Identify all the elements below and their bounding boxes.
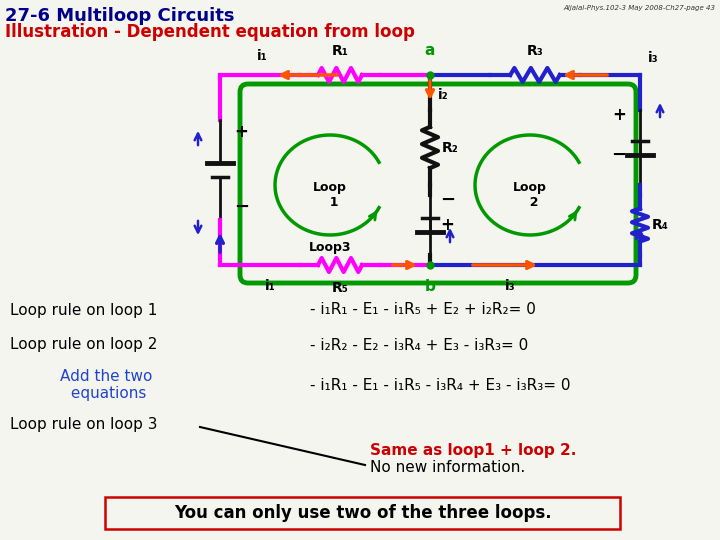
Text: Loop3: Loop3 — [309, 241, 351, 254]
Text: R₃: R₃ — [526, 44, 544, 58]
Text: Loop
  1: Loop 1 — [313, 181, 347, 209]
Text: No new information.: No new information. — [370, 460, 526, 475]
Text: R₁: R₁ — [332, 44, 348, 58]
Text: - i₂R₂ - E₂ - i₃R₄ + E₃ - i₃R₃= 0: - i₂R₂ - E₂ - i₃R₄ + E₃ - i₃R₃= 0 — [310, 338, 528, 353]
Text: +: + — [234, 123, 248, 141]
Text: i₂: i₂ — [438, 88, 449, 102]
Text: - i₁R₁ - E₁ - i₁R₅ - i₃R₄ + E₃ - i₃R₃= 0: - i₁R₁ - E₁ - i₁R₅ - i₃R₄ + E₃ - i₃R₃= 0 — [310, 377, 570, 393]
Text: −: − — [440, 191, 455, 209]
Text: Same as loop1 + loop 2.: Same as loop1 + loop 2. — [370, 442, 577, 457]
Text: Loop rule on loop 2: Loop rule on loop 2 — [10, 338, 158, 353]
Text: b: b — [425, 279, 436, 294]
Text: R₄: R₄ — [652, 218, 669, 232]
FancyBboxPatch shape — [105, 497, 620, 529]
Text: Loop rule on loop 3: Loop rule on loop 3 — [10, 417, 158, 433]
Text: R₅: R₅ — [332, 281, 348, 295]
Text: Aljalal-Phys.102-3 May 2008-Ch27-page 43: Aljalal-Phys.102-3 May 2008-Ch27-page 43 — [563, 5, 715, 11]
Text: −: − — [611, 146, 626, 164]
Text: i₁: i₁ — [265, 279, 275, 293]
Text: a: a — [425, 43, 435, 58]
Text: R₂: R₂ — [442, 141, 459, 155]
Text: - i₁R₁ - E₁ - i₁R₅ + E₂ + i₂R₂= 0: - i₁R₁ - E₁ - i₁R₅ + E₂ + i₂R₂= 0 — [310, 302, 536, 318]
Text: You can only use two of the three loops.: You can only use two of the three loops. — [174, 504, 552, 522]
Text: Loop
  2: Loop 2 — [513, 181, 547, 209]
Text: +: + — [612, 106, 626, 124]
Text: i₃: i₃ — [505, 279, 516, 293]
Text: +: + — [440, 216, 454, 234]
Text: i₁: i₁ — [256, 49, 267, 63]
Text: 27-6 Multiloop Circuits: 27-6 Multiloop Circuits — [5, 7, 235, 25]
Text: Add the two
 equations: Add the two equations — [60, 369, 153, 401]
Text: Loop rule on loop 1: Loop rule on loop 1 — [10, 302, 158, 318]
Text: i₃: i₃ — [648, 51, 659, 65]
Text: Illustration - Dependent equation from loop: Illustration - Dependent equation from l… — [5, 23, 415, 41]
Text: −: − — [234, 198, 249, 216]
